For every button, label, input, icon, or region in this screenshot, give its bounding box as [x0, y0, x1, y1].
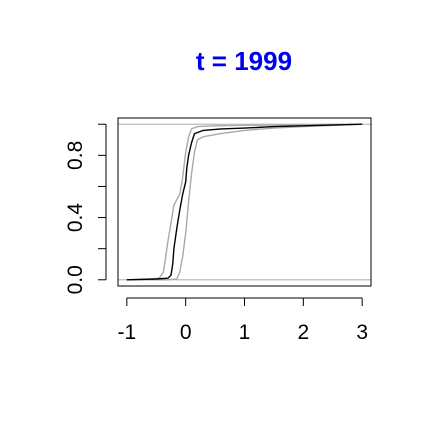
series-line-band-lower	[126, 123, 363, 281]
series-line-main	[126, 123, 363, 281]
y-axis: 0.0 0.4 0.8	[64, 123, 107, 294]
chart-title: t = 1999	[196, 46, 292, 76]
plot-area	[118, 123, 371, 281]
x-tick-label: 2	[297, 321, 309, 344]
x-tick-label: 1	[239, 321, 251, 344]
x-tick-label: 3	[356, 321, 368, 344]
x-axis: -1 0 1 2 3	[117, 297, 368, 344]
x-tick-label: -1	[117, 321, 136, 344]
series-line-band-upper	[126, 123, 363, 281]
x-tick-label: 0	[180, 321, 192, 344]
y-tick-label: 0.8	[64, 141, 87, 170]
y-tick-label: 0.4	[64, 203, 87, 233]
plot-box	[117, 117, 372, 287]
y-tick-label: 0.0	[64, 265, 87, 294]
